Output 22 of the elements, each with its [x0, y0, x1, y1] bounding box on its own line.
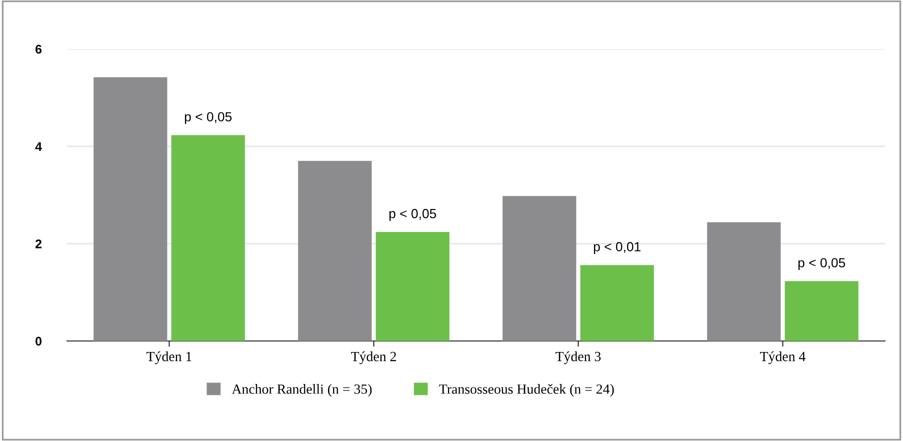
legend-label: Anchor Randelli (n = 35) [232, 384, 372, 397]
bar [376, 232, 450, 341]
bar [94, 77, 168, 341]
y-tick-label: 4 [35, 142, 42, 151]
x-tick-label: Týden 3 [556, 351, 601, 364]
annotation: p < 0,05 [798, 258, 846, 270]
legend-label: Transosseous Hudeček (n = 24) [439, 384, 614, 397]
x-tick-label: Týden 1 [146, 351, 192, 364]
y-tick-label: 0 [36, 336, 42, 346]
x-tick-label: Týden 2 [351, 351, 396, 364]
annotation: p < 0,05 [389, 208, 436, 221]
bar [707, 222, 781, 341]
bar [298, 160, 372, 341]
bar [784, 281, 858, 341]
y-tick-label: 6 [36, 44, 42, 54]
annotation: p < 0,05 [184, 112, 232, 124]
bar [502, 196, 576, 341]
bar [171, 135, 245, 341]
bar [580, 265, 654, 341]
x-tick-label: Týden 4 [760, 351, 806, 364]
annotation: p < 0,01 [594, 242, 640, 254]
y-tick-label: 2 [35, 239, 42, 248]
